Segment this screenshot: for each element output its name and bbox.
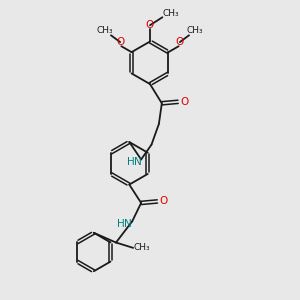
Text: CH₃: CH₃ — [162, 9, 179, 18]
Text: H: H — [127, 158, 135, 167]
Text: N: N — [124, 219, 132, 229]
Text: O: O — [160, 196, 168, 206]
Text: O: O — [146, 20, 154, 30]
Text: N: N — [134, 158, 142, 167]
Text: H: H — [117, 219, 125, 229]
Text: O: O — [181, 97, 189, 107]
Text: O: O — [116, 37, 124, 47]
Text: CH₃: CH₃ — [187, 26, 203, 35]
Text: CH₃: CH₃ — [134, 243, 150, 252]
Text: CH₃: CH₃ — [97, 26, 113, 35]
Text: O: O — [176, 37, 184, 47]
